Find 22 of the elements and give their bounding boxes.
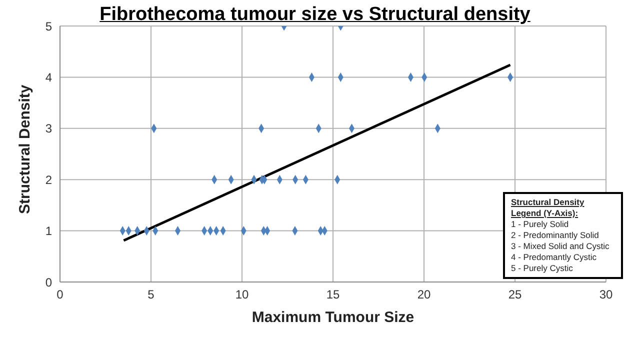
annotation: 1 - Purely Solid	[511, 219, 570, 230]
chart-title: Fibrothecoma tumour size vs Structural density	[100, 4, 530, 25]
x-tick-label: 15	[326, 288, 340, 302]
y-axis-title: Structural Density	[16, 84, 34, 214]
x-tick-label: 0	[56, 288, 64, 302]
y-tick-label: 0	[45, 275, 52, 290]
y-tick-label: 2	[45, 172, 52, 187]
x-tick-label: 25	[508, 288, 522, 302]
x-tick-label: 10	[235, 288, 249, 302]
annotation: 2 - Predominantly Solid	[511, 230, 600, 241]
x-axis-title: Maximum Tumour Size	[252, 309, 414, 326]
y-tick-label: 5	[45, 19, 52, 34]
annotation: 4 - Predomantly Cystic	[511, 252, 598, 263]
y-tick-label: 1	[45, 224, 52, 238]
annotation: 5 - Purely Cystic	[511, 263, 574, 274]
annotation: 3 - Mixed Solid and Cystic	[511, 241, 610, 252]
x-tick-label: 20	[417, 288, 431, 302]
annotation: Structural Density Legend (Y-Axis):	[511, 197, 586, 219]
x-tick-label: 30	[599, 288, 613, 302]
x-tick-label: 5	[148, 288, 155, 302]
y-tick-label: 3	[45, 122, 52, 136]
y-tick-label: 4	[45, 70, 52, 84]
